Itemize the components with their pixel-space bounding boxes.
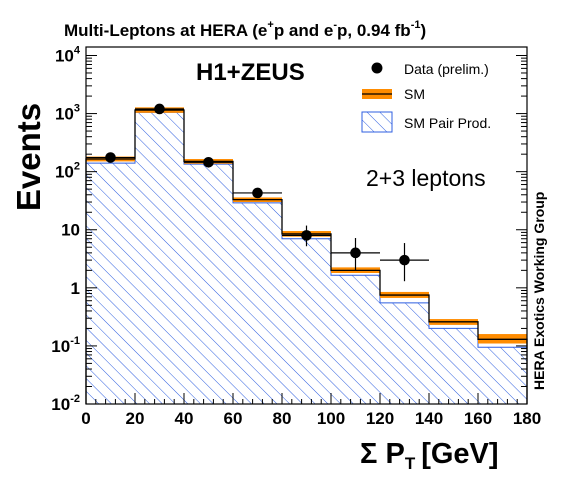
chart-title-end: ): [420, 21, 426, 40]
y-tick-labels: 10-2 10-1 1 10 102 103 104: [51, 44, 81, 414]
y-tick-label: 103: [55, 103, 80, 124]
pair-prod-bar: [429, 328, 478, 404]
plot-frame: [85, 46, 528, 405]
chart-title-prefix: Multi-Leptons at HERA (e: [64, 21, 267, 40]
x-tick-label: 60: [224, 409, 243, 428]
pair-prod-bar: [380, 302, 429, 404]
data-point: [350, 247, 361, 259]
axis-ticks: [85, 54, 528, 405]
x-tick-label: 40: [175, 409, 194, 428]
y-tick-label: 102: [55, 161, 80, 182]
pair-prod-bar: [233, 202, 282, 404]
sm-pair-prod-series: [85, 111, 528, 404]
data-point: [399, 254, 410, 266]
x-tick-labels: 0 20 40 60 80 100 120 140 160 180: [81, 409, 541, 428]
chart-title-suffix: p, 0.94 fb: [337, 21, 411, 40]
legend: Data (prelim.) SM SM Pair Prod.: [361, 61, 491, 133]
x-tick-label: 100: [317, 409, 345, 428]
x-axis-label-unit: [GeV]: [421, 438, 498, 470]
legend-entry-sm: SM: [404, 86, 425, 102]
data-series: [86, 103, 429, 282]
pair-prod-bar: [478, 347, 527, 404]
pair-prod-bar: [135, 112, 184, 404]
y-tick-label: 10-2: [51, 393, 80, 414]
data-point: [105, 152, 116, 163]
pair-prod-bar: [86, 163, 135, 404]
data-point: [252, 187, 263, 199]
y-tick-label: 104: [55, 44, 81, 65]
x-tick-label: 160: [464, 409, 492, 428]
data-point: [154, 103, 165, 115]
x-axis-label-main: Σ P: [360, 438, 405, 470]
x-axis-label: Σ PT [GeV]: [360, 438, 499, 473]
pair-prod-bar: [282, 238, 331, 404]
chart-title-sup3: -1: [411, 19, 421, 31]
x-tick-label: 120: [366, 409, 394, 428]
data-point: [203, 156, 214, 168]
y-tick-label: 1: [71, 279, 80, 298]
x-tick-label: 180: [513, 409, 541, 428]
x-tick-label: 0: [81, 409, 90, 428]
data-point: [301, 230, 312, 241]
y-tick-label: 10-1: [51, 335, 80, 356]
legend-data-marker: [371, 62, 383, 74]
chart-title: Multi-Leptons at HERA (e+p and e-p, 0.94…: [64, 19, 426, 40]
x-tick-label: 20: [126, 409, 145, 428]
legend-entry-data: Data (prelim.): [404, 61, 489, 77]
experiment-label: H1+ZEUS: [196, 59, 305, 86]
x-axis-label-sub: T: [405, 454, 416, 473]
legend-entry-pair-prod: SM Pair Prod.: [404, 115, 491, 131]
y-axis-label: Events: [10, 103, 47, 211]
chart-title-sup1: +: [267, 19, 273, 31]
y-tick-label: 10: [61, 221, 80, 240]
x-tick-label: 80: [273, 409, 292, 428]
pair-prod-bar: [331, 275, 380, 404]
pair-prod-bar: [184, 164, 233, 404]
chart-title-sup2: -: [333, 19, 337, 31]
side-note: HERA Exotics Working Group: [531, 192, 547, 390]
chart-title-mid: p and e: [274, 21, 334, 40]
lepton-annotation: 2+3 leptons: [366, 165, 486, 191]
legend-pair-prod-swatch: [361, 111, 393, 133]
x-tick-label: 140: [415, 409, 443, 428]
